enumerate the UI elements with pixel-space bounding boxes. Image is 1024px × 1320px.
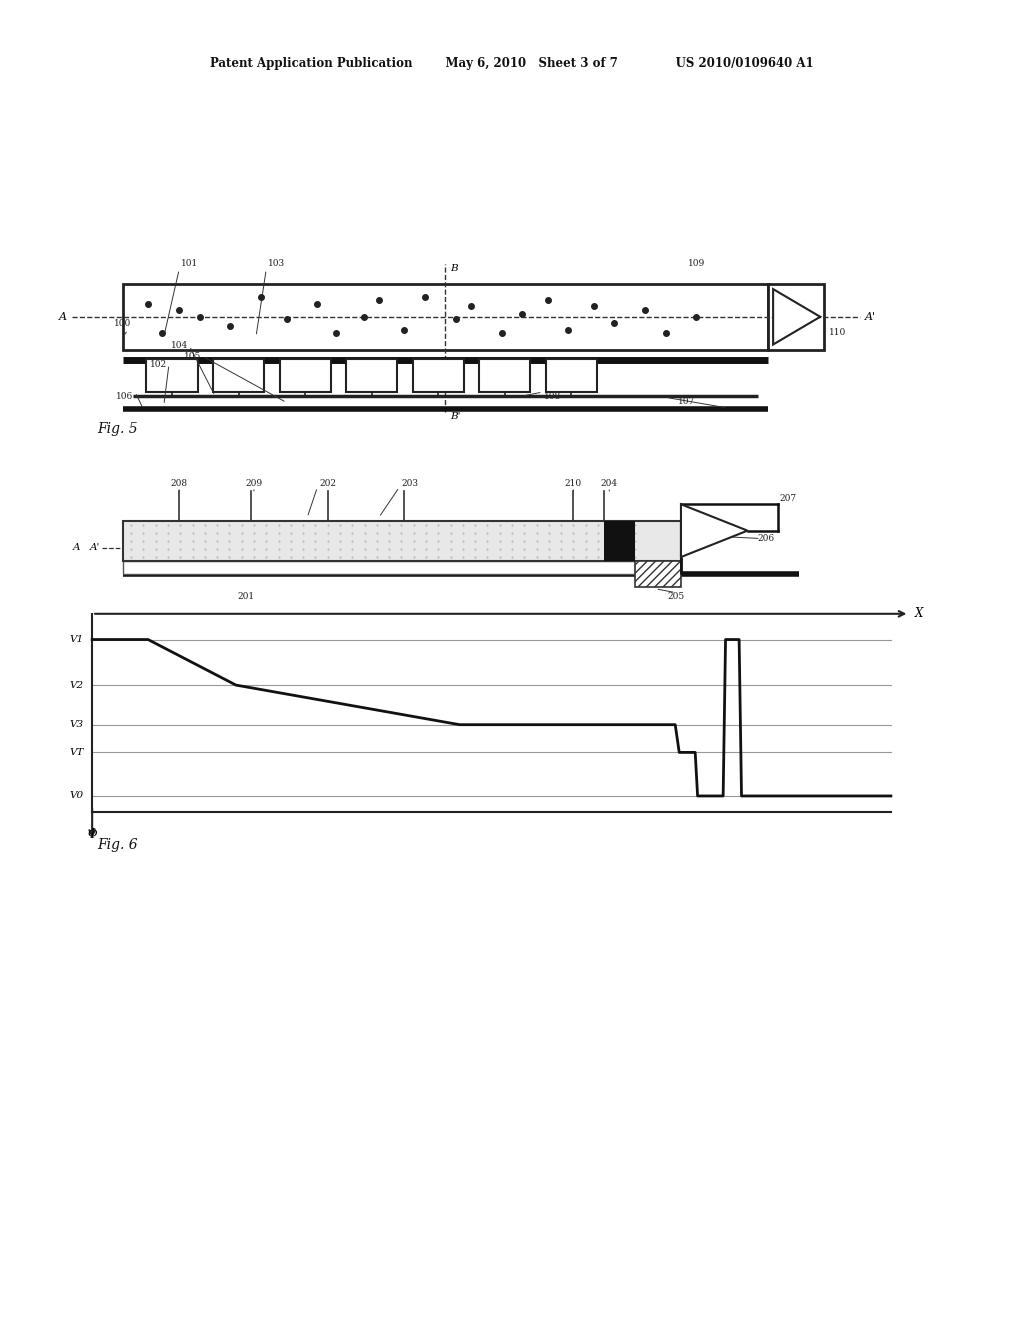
- Text: 205: 205: [668, 593, 684, 601]
- Text: V0: V0: [70, 792, 84, 800]
- Bar: [346, 359, 397, 392]
- Text: 110: 110: [829, 329, 846, 337]
- Text: 206: 206: [758, 535, 774, 543]
- Text: V3: V3: [70, 721, 84, 729]
- Bar: [768, 284, 824, 350]
- Bar: [123, 521, 681, 561]
- Polygon shape: [681, 504, 748, 557]
- Bar: [213, 359, 264, 392]
- Bar: [413, 359, 464, 392]
- Text: A': A': [90, 544, 100, 552]
- Text: Φ: Φ: [87, 828, 97, 841]
- Text: Patent Application Publication        May 6, 2010   Sheet 3 of 7              US: Patent Application Publication May 6, 20…: [210, 57, 814, 70]
- Bar: [546, 359, 597, 392]
- Text: 107: 107: [678, 397, 694, 405]
- Text: VT: VT: [70, 748, 84, 756]
- Text: X: X: [914, 607, 923, 620]
- Text: 104: 104: [171, 342, 187, 350]
- Text: 208: 208: [171, 479, 187, 487]
- Text: 102: 102: [151, 360, 167, 368]
- Text: B: B: [451, 264, 458, 273]
- Text: 103: 103: [268, 260, 285, 268]
- Bar: [479, 359, 530, 392]
- Text: Fig. 5: Fig. 5: [97, 422, 138, 436]
- Text: 108: 108: [545, 392, 561, 400]
- Bar: [604, 521, 635, 561]
- Text: 210: 210: [565, 479, 582, 487]
- Polygon shape: [773, 289, 820, 345]
- Text: 101: 101: [181, 260, 198, 268]
- Text: A: A: [73, 544, 81, 552]
- Text: 203: 203: [401, 479, 418, 487]
- Text: 106: 106: [117, 392, 133, 400]
- Text: A': A': [865, 312, 877, 322]
- Text: A: A: [58, 312, 67, 322]
- Text: 209: 209: [246, 479, 262, 487]
- Text: V2: V2: [70, 681, 84, 689]
- Text: B': B': [451, 412, 461, 421]
- Text: 207: 207: [780, 495, 797, 503]
- Text: Fig. 6: Fig. 6: [97, 838, 138, 851]
- Text: 109: 109: [688, 260, 705, 268]
- Bar: [280, 359, 331, 392]
- Text: 202: 202: [319, 479, 336, 487]
- Text: 204: 204: [601, 479, 617, 487]
- Bar: [123, 284, 768, 350]
- Text: V1: V1: [70, 635, 84, 644]
- Bar: [635, 561, 681, 587]
- Text: 105: 105: [184, 352, 201, 360]
- Bar: [123, 561, 681, 574]
- Text: 100: 100: [115, 319, 131, 327]
- Text: 201: 201: [238, 593, 254, 601]
- Bar: [146, 359, 198, 392]
